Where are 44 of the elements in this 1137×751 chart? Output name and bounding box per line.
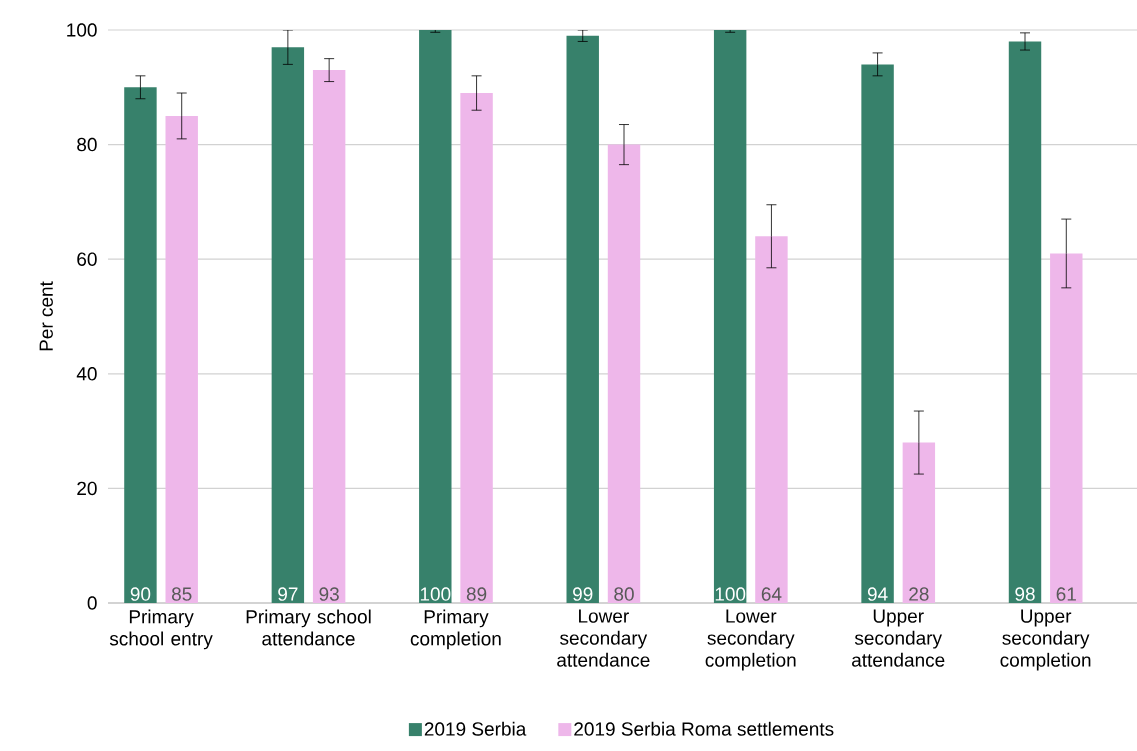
x-tick-label: Primary completion [410, 609, 501, 650]
data-label: 99 [573, 587, 593, 601]
data-label: 93 [319, 587, 339, 601]
x-tick-label: Primary school attendance [246, 609, 371, 646]
y-tick-label: 20 [77, 481, 97, 496]
data-label: 89 [466, 587, 487, 601]
data-label: 90 [130, 587, 151, 601]
bar [902, 442, 936, 603]
data-label: 98 [1015, 587, 1035, 601]
bar [124, 87, 157, 603]
bar [165, 115, 198, 603]
data-label: 80 [614, 587, 634, 601]
data-label: 85 [171, 587, 192, 601]
y-tick-label: 0 [87, 596, 97, 610]
bar [1008, 41, 1042, 603]
y-tick-label: 40 [76, 367, 97, 381]
data-label: 100 [715, 587, 746, 601]
y-tick-label: 100 [67, 23, 97, 37]
data-label: 28 [909, 587, 929, 601]
legend-label: 2019 Serbia [424, 721, 527, 736]
data-label: 97 [278, 587, 298, 601]
x-tick-label: Primary school entry [109, 609, 213, 650]
bar [566, 35, 599, 603]
data-label: 64 [761, 587, 782, 601]
data-label: 94 [867, 587, 888, 601]
bar [1050, 253, 1083, 603]
bar [713, 29, 747, 603]
bar [312, 70, 346, 603]
bar [607, 144, 641, 603]
x-tick-label: Lower secondary attendance [557, 609, 650, 667]
bar [755, 236, 788, 603]
x-tick-label: Upper secondary attendance [852, 609, 945, 667]
y-tick-label: 80 [77, 137, 97, 152]
bar [271, 47, 305, 603]
bar [460, 93, 493, 603]
bar [419, 29, 452, 603]
data-label: 100 [420, 587, 451, 601]
data-label: 61 [1056, 587, 1076, 601]
x-tick-label: Upper secondary completion [1000, 609, 1091, 671]
y-tick-label: 60 [77, 252, 97, 266]
y-axis-title: Per cent [39, 281, 53, 351]
bar [861, 64, 894, 603]
legend-label: 2019 Serbia Roma settlements [574, 721, 834, 736]
x-tick-label: Lower secondary completion [705, 609, 796, 671]
